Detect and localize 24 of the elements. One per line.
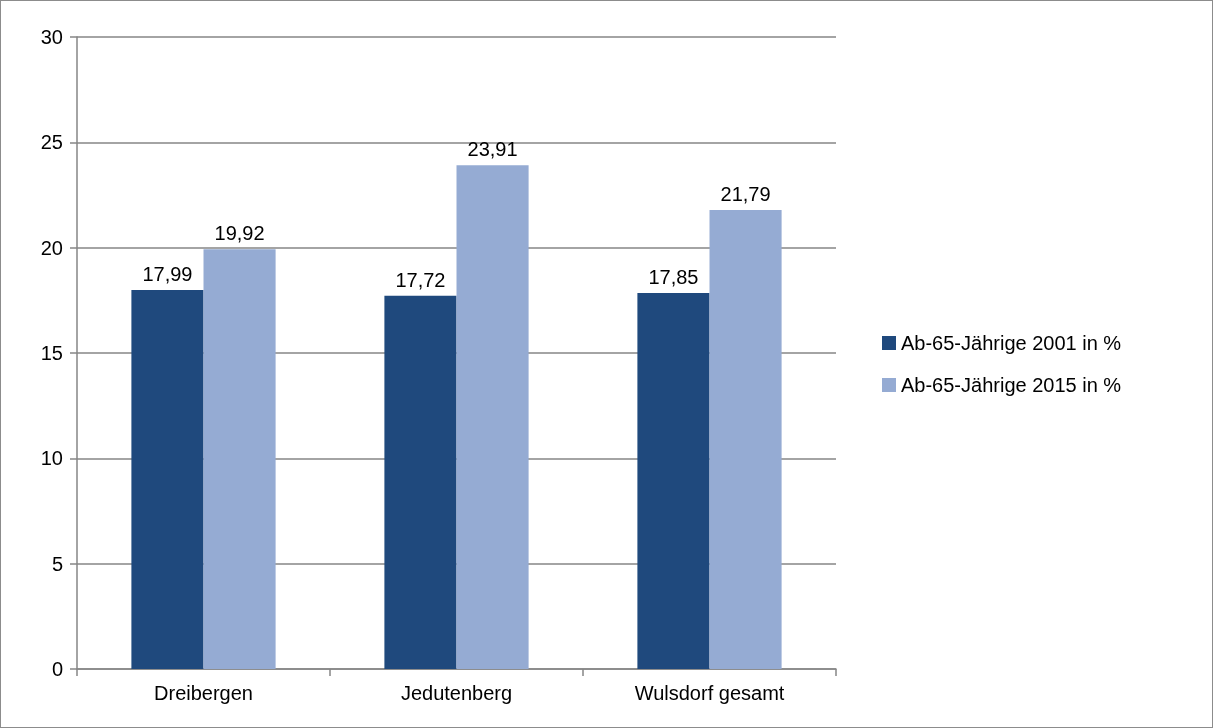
- bar: [709, 209, 782, 669]
- bar: [384, 295, 457, 669]
- data-label: 19,92: [214, 222, 265, 245]
- data-label: 17,72: [395, 268, 446, 291]
- bar: [637, 292, 710, 669]
- data-label: 17,85: [648, 265, 699, 288]
- x-tick-label: Jedutenberg: [400, 682, 513, 704]
- x-tick-label: Dreibergen: [154, 682, 253, 704]
- legend-label: Ab-65-Jährige 2015 in %: [901, 374, 1122, 396]
- y-tick-label: 0: [51, 658, 63, 680]
- bar: [203, 249, 276, 669]
- y-tick-label: 5: [51, 552, 63, 575]
- y-tick-label: 25: [40, 131, 63, 154]
- data-label: 17,99: [142, 263, 193, 286]
- y-tick-label: 20: [40, 236, 63, 259]
- bar: [456, 165, 529, 669]
- y-tick-label: 30: [40, 26, 63, 48]
- legend-label: Ab-65-Jährige 2001 in %: [901, 332, 1122, 354]
- data-label: 23,91: [467, 138, 518, 161]
- data-label: 21,79: [720, 182, 771, 205]
- y-tick-label: 10: [40, 447, 63, 470]
- bar: [131, 290, 204, 669]
- x-tick-label: Wulsdorf gesamt: [634, 682, 785, 704]
- y-tick-label: 15: [40, 342, 63, 364]
